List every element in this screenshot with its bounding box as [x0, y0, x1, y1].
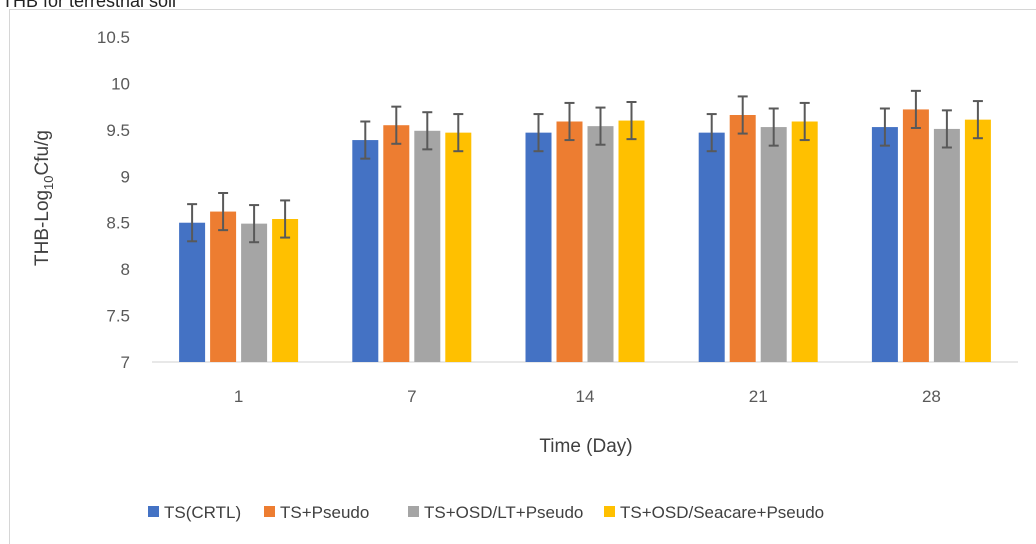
y-tick-label: 7.5: [106, 307, 130, 326]
bar: [791, 121, 818, 362]
bar: [618, 120, 645, 362]
legend-item: TS+Pseudo: [264, 503, 369, 522]
y-tick-label: 9.5: [106, 121, 130, 140]
bar: [445, 132, 472, 362]
y-tick-label: 7: [121, 353, 130, 372]
legend-label: TS+Pseudo: [280, 503, 369, 522]
error-bar: [391, 105, 402, 145]
bar: [241, 223, 268, 362]
error-bar: [799, 101, 810, 142]
legend-item: TS(CRTL): [148, 503, 241, 522]
y-axis-title: THB-Log10Cfu/g: [32, 130, 56, 266]
error-bar: [187, 203, 198, 243]
bar: [760, 127, 787, 362]
error-bar: [941, 109, 952, 149]
error-bar: [595, 106, 606, 146]
bar: [933, 128, 960, 362]
bar: [871, 127, 898, 362]
y-axis-title-subscript: 10: [41, 175, 56, 189]
error-bar: [249, 204, 260, 244]
y-tick-label: 10: [111, 74, 130, 93]
legend: TS(CRTL) TS+Pseudo TS+OSD/LT+Pseudo TS+OSD/…: [148, 503, 824, 522]
error-bar: [360, 120, 371, 160]
legend-item: TS+OSD/LT+Pseudo: [408, 503, 583, 522]
error-bar: [280, 199, 291, 239]
x-tick-label: 28: [922, 387, 941, 406]
bar: [272, 219, 299, 362]
error-bar: [453, 113, 464, 153]
x-tick-label: 7: [407, 387, 416, 406]
legend-label: TS(CRTL): [164, 503, 241, 522]
bar: [729, 115, 756, 362]
error-bar: [972, 100, 983, 140]
legend-swatch: [148, 506, 159, 517]
bar: [179, 222, 206, 362]
x-tick-label: 14: [576, 387, 595, 406]
legend-swatch: [604, 506, 615, 517]
error-bar: [706, 113, 717, 153]
y-tick-label: 8.5: [106, 214, 130, 233]
error-bar: [910, 89, 921, 129]
bar: [414, 130, 441, 362]
chart-frame: [9, 9, 1036, 544]
legend-swatch: [408, 506, 419, 517]
y-tick-label: 9: [121, 167, 130, 186]
y-tick-label: 8: [121, 260, 130, 279]
error-bar: [218, 192, 229, 232]
legend-item: TS+OSD/Seacare+Pseudo: [604, 503, 824, 522]
bar: [964, 119, 991, 363]
error-bar: [533, 113, 544, 153]
error-bar: [626, 101, 637, 141]
y-axis-title-suffix: Cfu/g: [32, 130, 53, 175]
bar: [210, 211, 237, 362]
bar: [383, 125, 410, 362]
page-title: THB for terrestrial soil: [2, 0, 177, 11]
error-bar: [737, 95, 748, 135]
bar: [902, 109, 929, 362]
bar: [556, 121, 583, 362]
legend-swatch: [264, 506, 275, 517]
y-tick-label: 10.5: [97, 28, 130, 47]
bar: [587, 126, 614, 363]
bar: [525, 132, 552, 362]
bar: [352, 140, 379, 362]
legend-label: TS+OSD/LT+Pseudo: [424, 503, 583, 522]
error-bar: [768, 107, 779, 147]
x-axis-title: Time (Day): [539, 436, 632, 457]
error-bar: [564, 101, 575, 142]
error-bar: [879, 107, 890, 147]
legend-label: TS+OSD/Seacare+Pseudo: [620, 503, 824, 522]
x-tick-label: 1: [234, 387, 243, 406]
y-axis-title-prefix: THB-Log: [32, 190, 53, 266]
bar: [698, 132, 725, 362]
error-bar: [422, 111, 433, 151]
x-tick-label: 21: [749, 387, 768, 406]
svg-text:THB-Log10Cfu/g: THB-Log10Cfu/g: [32, 130, 56, 266]
